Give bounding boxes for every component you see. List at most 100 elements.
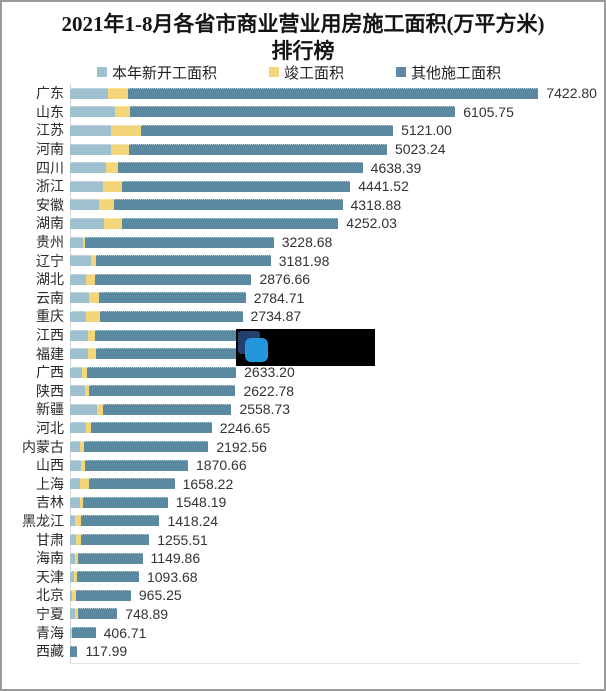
bar-segment-completed: [80, 478, 89, 490]
bar-segment-completed: [111, 124, 141, 136]
bar-segment-new-start: [70, 124, 112, 136]
category-label: 辽宁: [36, 252, 64, 269]
bar-segment-new-start: [70, 571, 74, 583]
category-label: 上海: [36, 475, 64, 492]
chart-row: 安徽 4318.88: [2, 196, 604, 215]
category-label: 安徽: [36, 196, 64, 213]
bar-segment-completed: [96, 403, 103, 415]
legend-label: 竣工面积: [284, 64, 345, 82]
chart-row: 内蒙古 2192.56: [2, 437, 604, 456]
chart-title-line2: 排行榜: [271, 39, 335, 63]
bar-segment-new-start: [70, 87, 108, 99]
bar-segment-new-start: [70, 292, 89, 304]
bar-segment-completed: [71, 627, 72, 639]
bar-segment-new-start: [70, 273, 86, 285]
bar-segment-new-start: [70, 199, 100, 211]
bar-segment-new-start: [70, 552, 76, 564]
value-label: 2246.65: [219, 419, 271, 436]
legend-item-0: 本年新开工面积: [97, 62, 217, 83]
bar-segment-completed: [86, 422, 92, 434]
bar-segment-new-start: [70, 236, 83, 248]
chart-row: 浙江 4441.52: [2, 177, 604, 196]
bar-segment-other: [84, 441, 209, 453]
bar-segment-other: [122, 217, 339, 229]
chart-row: 西藏 117.99: [2, 642, 604, 661]
chart-row: 福建: [2, 344, 604, 363]
category-label: 贵州: [36, 234, 64, 251]
bar-segment-new-start: [70, 478, 81, 490]
category-label: 西藏: [36, 643, 64, 660]
bar-segment-new-start: [70, 403, 97, 415]
bar-segment-completed: [90, 255, 97, 267]
category-label: 陕西: [36, 382, 64, 399]
bar-segment-other: [77, 608, 118, 620]
bar-segment-other: [140, 124, 394, 136]
bar-segment-other: [75, 589, 131, 601]
value-label: 2192.56: [216, 438, 267, 455]
value-label: 5121.00: [401, 122, 452, 139]
category-label: 广西: [36, 364, 64, 381]
bar-segment-new-start: [70, 534, 77, 546]
bar-segment-completed: [73, 571, 77, 583]
value-label: 1418.24: [167, 512, 219, 529]
value-label: 2622.78: [243, 382, 295, 399]
bar-segment-completed: [81, 366, 88, 378]
chart-row: 广西 2633.20: [2, 363, 604, 382]
bar-segment-other: [96, 348, 240, 360]
category-label: 云南: [36, 289, 64, 306]
chart-row: 吉林 1548.19: [2, 493, 604, 512]
legend-item-2: 其他施工面积: [396, 62, 501, 83]
chart-row: 新疆 2558.73: [2, 400, 604, 419]
bar-segment-new-start: [70, 459, 82, 471]
bar-segment-other: [80, 515, 160, 527]
chart-row: 重庆 2734.87: [2, 307, 604, 326]
value-label: 1255.51: [157, 531, 208, 548]
value-label: 1093.68: [146, 568, 198, 585]
value-label: 1870.66: [196, 457, 247, 474]
value-label: 6105.75: [463, 103, 514, 120]
chart-row: 江西: [2, 326, 604, 345]
value-label: 3181.98: [278, 252, 330, 269]
bar-segment-completed: [107, 87, 128, 99]
chart-row: 宁夏 748.89: [2, 605, 604, 624]
chart-row: 辽宁 3181.98: [2, 251, 604, 270]
bar-segment-new-start: [70, 162, 107, 174]
bar-segment-completed: [106, 162, 118, 174]
value-label: 1548.19: [175, 494, 227, 511]
bar-segment-other: [129, 106, 456, 118]
bar-segment-other: [127, 87, 539, 99]
bar-segment-new-start: [70, 515, 76, 527]
chart-row: 黑龙江 1418.24: [2, 512, 604, 531]
value-label: 4638.39: [370, 159, 422, 176]
value-label: 2784.71: [253, 289, 305, 306]
bar-segment-new-start: [70, 310, 86, 322]
category-label: 四川: [36, 159, 64, 176]
bar-segment-completed: [85, 273, 96, 285]
bar-segment-other: [95, 329, 241, 341]
bar-segment-new-start: [70, 348, 88, 360]
category-label: 天津: [36, 568, 64, 585]
chart-row: 河南 5023.24: [2, 140, 604, 159]
bar-segment-completed: [102, 180, 122, 192]
bar-segment-new-start: [70, 366, 82, 378]
chart-row: 湖南 4252.03: [2, 214, 604, 233]
bar-segment-other: [89, 385, 236, 397]
bar-segment-other: [102, 403, 232, 415]
chart-row: 山西 1870.66: [2, 456, 604, 475]
chart-row: 四川 4638.39: [2, 158, 604, 177]
category-label: 江苏: [36, 122, 64, 139]
bar-segment-new-start: [70, 255, 91, 267]
bar-segment-completed: [74, 608, 78, 620]
category-label: 广东: [36, 85, 64, 102]
value-label: 4318.88: [350, 196, 402, 213]
bar-segment-other: [76, 571, 139, 583]
chart-title-line1: 2021年1-8月各省市商业营业用房施工面积(万平方米): [61, 12, 545, 36]
category-label: 黑龙江: [22, 512, 64, 529]
chart-row: 青海 406.71: [2, 623, 604, 642]
bar-segment-other: [113, 199, 343, 211]
chart-row: 云南 2784.71: [2, 289, 604, 308]
bar-segment-completed: [85, 385, 90, 397]
bar-segment-other: [100, 310, 243, 322]
chart-row: 山东 6105.75: [2, 103, 604, 122]
chart-row: 北京 965.25: [2, 586, 604, 605]
